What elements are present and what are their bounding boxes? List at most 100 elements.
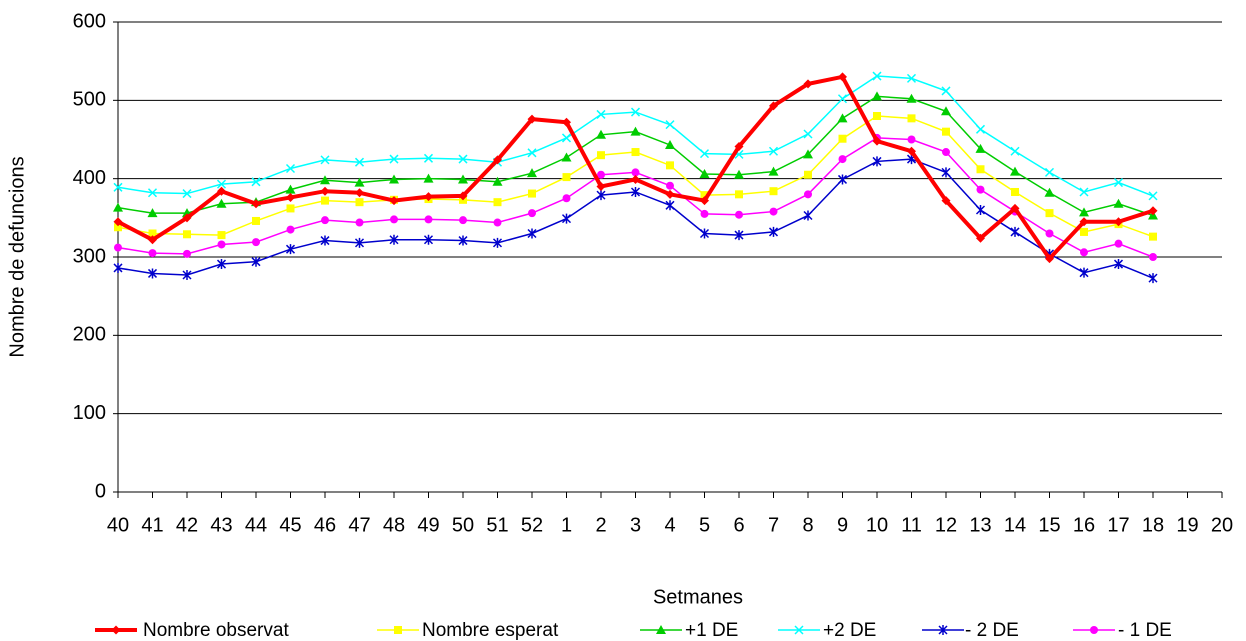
data-point bbox=[286, 192, 295, 202]
x-tick-label: 47 bbox=[348, 514, 370, 536]
x-tick-label: 40 bbox=[107, 514, 129, 536]
x-tick-label: 20 bbox=[1211, 514, 1233, 536]
data-point bbox=[597, 170, 605, 179]
data-point bbox=[838, 134, 847, 143]
x-tick-label: 42 bbox=[176, 514, 198, 536]
data-point bbox=[975, 124, 986, 134]
data-point bbox=[147, 188, 158, 198]
data-point bbox=[355, 198, 364, 207]
data-point bbox=[562, 117, 571, 127]
data-point bbox=[1010, 146, 1020, 156]
data-point bbox=[838, 155, 847, 164]
data-point bbox=[147, 268, 158, 279]
data-point bbox=[183, 230, 191, 239]
data-point bbox=[631, 148, 640, 157]
data-point bbox=[1045, 209, 1054, 218]
data-point bbox=[459, 216, 467, 225]
data-point bbox=[768, 226, 779, 237]
data-point bbox=[252, 216, 260, 225]
x-tick-label: 17 bbox=[1107, 514, 1129, 536]
data-point bbox=[1113, 198, 1124, 208]
data-point bbox=[941, 196, 951, 206]
data-point bbox=[1149, 253, 1157, 261]
data-point bbox=[630, 107, 641, 117]
data-point bbox=[699, 228, 710, 239]
data-point bbox=[700, 191, 709, 200]
data-point bbox=[216, 259, 227, 270]
data-point bbox=[355, 218, 364, 227]
data-point bbox=[424, 215, 433, 224]
data-point bbox=[320, 155, 330, 165]
data-point bbox=[837, 113, 848, 123]
data-point bbox=[217, 240, 226, 249]
legend-label: +2 DE bbox=[823, 620, 876, 641]
data-point bbox=[320, 186, 330, 196]
data-point bbox=[596, 182, 606, 191]
x-tick-label: 9 bbox=[837, 514, 848, 536]
data-point bbox=[113, 182, 123, 192]
y-tick-label: 0 bbox=[95, 480, 106, 502]
data-point bbox=[492, 237, 503, 248]
data-point bbox=[1149, 232, 1157, 241]
data-point bbox=[148, 235, 157, 245]
data-point bbox=[699, 168, 710, 178]
data-point bbox=[1113, 259, 1124, 270]
data-point bbox=[768, 146, 779, 156]
x-tick-label: 11 bbox=[901, 514, 922, 536]
data-point bbox=[113, 202, 123, 212]
data-point bbox=[251, 199, 261, 209]
x-tick-label: 19 bbox=[1176, 514, 1198, 536]
data-point bbox=[837, 174, 848, 185]
data-point bbox=[596, 129, 606, 139]
x-tick-label: 18 bbox=[1142, 514, 1164, 536]
legend-marker bbox=[1090, 626, 1098, 634]
data-point bbox=[321, 216, 329, 225]
legend-marker bbox=[394, 626, 402, 634]
x-tick-label: 45 bbox=[279, 514, 301, 536]
x-tick-label: 7 bbox=[768, 514, 779, 536]
data-point bbox=[942, 127, 950, 136]
data-point bbox=[1045, 229, 1054, 238]
data-point bbox=[872, 91, 882, 101]
data-point bbox=[561, 213, 572, 224]
data-point bbox=[561, 133, 572, 143]
data-point bbox=[907, 135, 916, 144]
data-point bbox=[665, 139, 675, 149]
data-point bbox=[631, 174, 640, 184]
x-tick-label: 41 bbox=[141, 514, 163, 536]
data-point bbox=[803, 149, 813, 159]
data-point bbox=[907, 114, 916, 123]
data-point bbox=[804, 170, 812, 179]
data-point bbox=[735, 190, 743, 199]
x-tick-label: 10 bbox=[866, 514, 888, 536]
data-point bbox=[734, 169, 744, 179]
data-point bbox=[251, 256, 261, 267]
data-point bbox=[285, 244, 296, 255]
legend-label: - 2 DE bbox=[965, 620, 1019, 641]
legend-marker bbox=[656, 625, 666, 634]
data-point bbox=[527, 114, 537, 124]
data-point bbox=[458, 235, 468, 246]
data-point bbox=[872, 156, 882, 167]
data-point bbox=[561, 152, 572, 162]
data-point bbox=[666, 181, 674, 190]
y-tick-label: 300 bbox=[73, 245, 106, 267]
data-point bbox=[1044, 187, 1055, 197]
data-point bbox=[251, 177, 261, 187]
data-point bbox=[182, 270, 192, 281]
data-point bbox=[354, 237, 365, 248]
data-point bbox=[320, 175, 330, 185]
data-point bbox=[1148, 191, 1158, 201]
legend-marker bbox=[938, 625, 948, 635]
data-point bbox=[355, 188, 364, 198]
data-point bbox=[114, 243, 122, 252]
data-point bbox=[286, 225, 295, 234]
data-point bbox=[1010, 226, 1020, 237]
y-tick-label: 100 bbox=[73, 402, 106, 424]
legend-item: - 1 DE bbox=[1073, 620, 1172, 641]
legend-marker bbox=[794, 625, 804, 635]
data-point bbox=[596, 109, 606, 119]
x-tick-label: 13 bbox=[969, 514, 991, 536]
data-point bbox=[423, 153, 434, 163]
data-point bbox=[941, 106, 951, 116]
